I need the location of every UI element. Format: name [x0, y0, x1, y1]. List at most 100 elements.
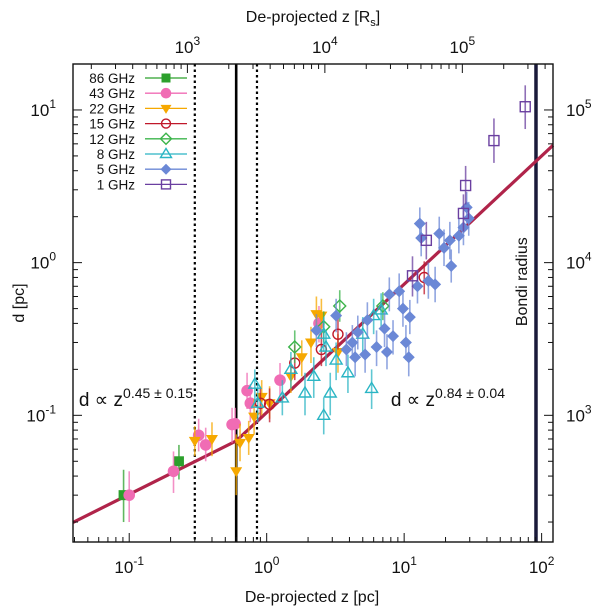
- tick-exponent: -1: [133, 554, 144, 568]
- x-tick-label: 10-1: [114, 554, 144, 577]
- data-point: [173, 456, 184, 467]
- legend-entry: 22 GHz: [89, 101, 187, 116]
- data-point: [250, 395, 265, 408]
- data-point: [349, 351, 362, 364]
- legend-label: 43 GHz: [89, 86, 135, 101]
- data-point: [306, 368, 321, 382]
- data-point: [459, 179, 472, 192]
- legend-marker: [160, 179, 172, 190]
- tick-exponent: 0: [273, 554, 280, 568]
- legend-marker: [160, 118, 172, 129]
- data-point: [330, 309, 343, 322]
- data-point: [373, 302, 389, 315]
- fit-label-exponent: 0.84 ± 0.04: [435, 385, 505, 401]
- data-point: [452, 229, 465, 242]
- legend-label: 22 GHz: [89, 101, 135, 116]
- data-point: [403, 311, 416, 324]
- data-point: [123, 489, 136, 501]
- data-point: [242, 434, 255, 445]
- axis-labels: De-projected z [pc] d [pc] De-projected …: [11, 9, 380, 606]
- data-point: [304, 338, 317, 349]
- tick-base: 10: [312, 38, 331, 57]
- inner-fit-label: d ∝ z0.45 ± 0.15: [79, 385, 193, 411]
- legend-entry: 1 GHz: [97, 177, 187, 192]
- data-point: [295, 353, 308, 364]
- data-point: [275, 390, 290, 403]
- tick-base: 10: [391, 558, 410, 577]
- tick-exponent: 4: [585, 250, 592, 264]
- tick-exponent: 2: [548, 554, 555, 568]
- data-point: [287, 340, 302, 355]
- fit-label-base: d ∝ z: [79, 390, 123, 411]
- legend-label: 15 GHz: [89, 117, 135, 132]
- tick-base: 10: [529, 558, 548, 577]
- legend-label: 12 GHz: [89, 132, 135, 147]
- data-point: [244, 397, 257, 410]
- tick-exponent: 0: [49, 250, 56, 264]
- data-point: [234, 438, 247, 449]
- data-point: [318, 339, 334, 352]
- top-axis-label-main: De-projected z [R: [246, 9, 371, 26]
- legend-marker: [160, 163, 172, 175]
- y-axis-label: d [pc]: [11, 283, 28, 322]
- data-point: [429, 278, 442, 291]
- data-point: [310, 324, 323, 337]
- fit-label-exponent: 0.45 ± 0.15: [123, 385, 193, 401]
- data-point: [316, 407, 331, 421]
- x-tick-label: 102: [529, 554, 555, 577]
- data-point: [380, 345, 393, 358]
- plot-area: [73, 64, 553, 542]
- series-1-ghz: [406, 85, 531, 297]
- right-tick-label: 104: [566, 250, 592, 273]
- data-point: [519, 101, 531, 113]
- right-tick-label: 103: [566, 402, 592, 425]
- data-point: [420, 234, 433, 247]
- tick-exponent: 5: [468, 34, 475, 48]
- legend-entry: 43 GHz: [89, 86, 187, 101]
- data-point: [283, 361, 299, 375]
- series-43-ghz: [123, 305, 325, 523]
- tick-base: 10: [26, 406, 45, 425]
- data-point: [396, 302, 409, 315]
- data-point: [488, 134, 500, 147]
- legend-label: 86 GHz: [89, 71, 135, 86]
- data-point: [340, 343, 353, 356]
- data-point: [457, 207, 470, 220]
- data-point: [351, 326, 364, 339]
- legend-label: 1 GHz: [97, 177, 136, 192]
- data-point: [199, 439, 212, 451]
- y-tick-label: 10-1: [26, 402, 56, 425]
- legend-entry: 86 GHz: [89, 71, 187, 86]
- tick-exponent: 1: [49, 97, 56, 111]
- data-point: [402, 351, 415, 364]
- tick-base: 10: [254, 558, 273, 577]
- data-points: [118, 85, 531, 523]
- x-axis-label: De-projected z [pc]: [245, 589, 379, 606]
- data-point: [331, 347, 344, 358]
- top-axis-label-end: ]: [376, 9, 380, 26]
- data-point: [328, 352, 344, 365]
- data-point: [406, 270, 419, 282]
- series-8-ghz: [247, 293, 389, 435]
- plot-background: [73, 64, 553, 542]
- legend-marker: [159, 147, 173, 159]
- y-tick-label: 100: [30, 250, 56, 273]
- tick-exponent: 5: [585, 97, 592, 111]
- legend-entry: 5 GHz: [97, 162, 187, 177]
- fit-label-base: d ∝ z: [391, 390, 435, 411]
- data-point: [370, 341, 383, 354]
- legend-label: 8 GHz: [97, 147, 136, 162]
- tick-exponent: 4: [331, 34, 338, 48]
- tick-base: 10: [30, 254, 49, 273]
- data-point: [274, 374, 286, 386]
- outer-fit-label: d ∝ z0.84 ± 0.04: [391, 385, 505, 411]
- legend-marker: [159, 132, 173, 146]
- data-point: [247, 376, 263, 389]
- tick-exponent: -1: [45, 402, 56, 416]
- legend-marker: [161, 73, 171, 83]
- y-tick-label: 101: [30, 97, 56, 120]
- data-point: [167, 465, 180, 478]
- tick-base: 10: [566, 254, 585, 273]
- series-5-ghz: [310, 192, 475, 377]
